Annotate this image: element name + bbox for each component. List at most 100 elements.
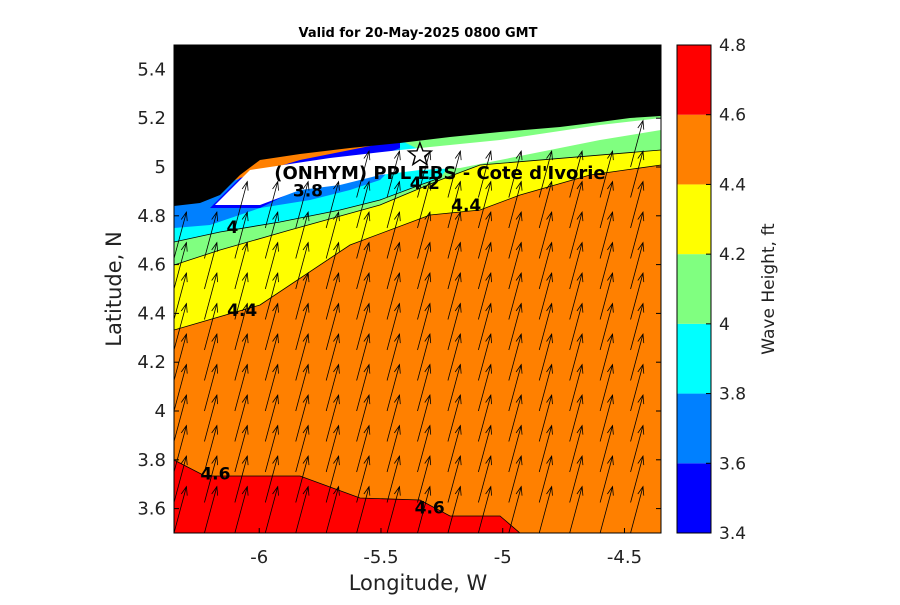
wave-arrow: [264, 425, 279, 473]
wave-arrow-head: [333, 302, 340, 313]
wave-arrow: [477, 303, 492, 351]
land-mass: [174, 45, 661, 206]
wave-arrow: [599, 334, 613, 381]
wave-arrow: [264, 273, 279, 320]
contour-fills: [174, 45, 661, 533]
wave-arrow: [599, 486, 613, 533]
wave-arrow-head: [454, 302, 462, 313]
wave-arrow-head: [363, 485, 371, 496]
wave-arrow-head: [424, 241, 432, 252]
wave-arrow-head: [272, 394, 279, 405]
wave-arrow-head: [668, 456, 674, 465]
x-axis: -6 -5.5 -5 -4.5: [250, 45, 642, 568]
wave-arrow: [417, 151, 431, 198]
wave-arrow: [264, 486, 279, 533]
wave-arrow: [356, 212, 370, 259]
wave-arrow: [386, 395, 400, 442]
wave-arrow-head: [333, 272, 340, 283]
wave-arrow: [538, 242, 553, 290]
wave-arrow-head: [607, 150, 614, 161]
wave-arrow: [234, 242, 248, 290]
wave-arrow: [356, 181, 370, 229]
x-axis-label: Longitude, W: [349, 571, 488, 595]
wave-arrow: [660, 287, 661, 289]
wave-arrow-head: [302, 455, 310, 466]
wave-arrow-head: [180, 241, 188, 252]
wave-arrow-head: [546, 333, 553, 344]
wave-arrow: [630, 242, 644, 290]
wave-arrow: [447, 395, 461, 442]
wave-arrow: [417, 486, 431, 533]
wave-arrow-head: [211, 424, 219, 435]
wave-arrow-head: [363, 424, 371, 435]
wave-arrow: [508, 303, 522, 351]
wave-arrow: [599, 212, 613, 259]
x-tick-label: -6: [250, 547, 268, 568]
wave-arrow-head: [211, 241, 219, 252]
wave-arrow: [569, 456, 583, 503]
wave-arrow: [599, 395, 613, 442]
wave-arrow: [234, 395, 248, 442]
wave-arrow-head: [363, 150, 371, 161]
wave-arrow-head: [424, 424, 432, 435]
plot-area: 3.8 4.2 4.4 4 4.4 4.6 4.6 (ONHYM) PPL EBS - Co…: [174, 45, 674, 533]
wave-arrow-head: [363, 333, 371, 344]
wave-arrow: [386, 425, 400, 473]
wave-arrow-head: [180, 211, 188, 222]
x-tick-label: -5: [494, 547, 512, 568]
wave-arrow: [630, 303, 644, 351]
wave-arrow-head: [576, 180, 584, 191]
wave-arrow-head: [180, 424, 188, 435]
wave-arrow-head: [607, 241, 614, 252]
colorbar-segment: [677, 184, 711, 255]
wave-arrow-head: [302, 485, 310, 496]
y-tick-label: 4.8: [137, 206, 166, 227]
wave-arrow-head: [333, 363, 340, 374]
wave-arrow: [477, 242, 492, 290]
wave-arrow: [295, 212, 309, 259]
wave-arrow: [417, 242, 431, 290]
wave-arrow: [204, 212, 218, 259]
wave-arrow: [599, 425, 613, 473]
wave-arrow: [325, 425, 339, 473]
wave-arrow: [569, 151, 583, 198]
wave-arrow: [630, 364, 644, 412]
wave-arrow-head: [180, 485, 188, 496]
wave-arrow: [447, 486, 461, 533]
wave-arrow: [386, 456, 400, 503]
wave-arrow: [417, 273, 431, 320]
wave-arrow: [356, 395, 370, 442]
wave-arrow-head: [515, 302, 523, 313]
wave-arrow: [264, 242, 279, 290]
wave-arrow-head: [180, 302, 188, 313]
wave-arrow-head: [637, 363, 645, 374]
wave-arrow-head: [607, 333, 614, 344]
wave-arrow-head: [485, 455, 492, 466]
wave-arrow-head: [637, 119, 645, 130]
wave-arrow: [508, 334, 522, 381]
wave-arrow: [417, 364, 431, 412]
wave-arrow: [204, 273, 218, 320]
wave-arrow-head: [333, 333, 340, 344]
wave-arrow-head: [454, 241, 462, 252]
wave-arrow: [569, 334, 583, 381]
x-tick-label: -5.5: [363, 547, 398, 568]
wave-arrow-head: [546, 302, 553, 313]
wave-arrow-head: [485, 272, 492, 283]
wave-arrow-head: [454, 485, 462, 496]
contour-4.6: [174, 459, 521, 533]
wave-arrow: [599, 364, 613, 412]
wave-arrow: [660, 470, 661, 472]
x-tick-label: -4.5: [607, 547, 642, 568]
wave-arrow: [447, 273, 461, 320]
wave-arrow: [174, 456, 187, 503]
wave-arrow: [417, 303, 431, 351]
wave-arrow-head: [272, 333, 279, 344]
wave-arrow-head: [485, 424, 492, 435]
wave-arrow-head: [393, 180, 401, 191]
colorbar-tick-label: 4.2: [719, 245, 746, 265]
y-tick-label: 5: [155, 157, 166, 178]
wave-arrow-head: [637, 485, 645, 496]
wave-arrow: [569, 364, 583, 412]
wave-arrow: [477, 334, 492, 381]
